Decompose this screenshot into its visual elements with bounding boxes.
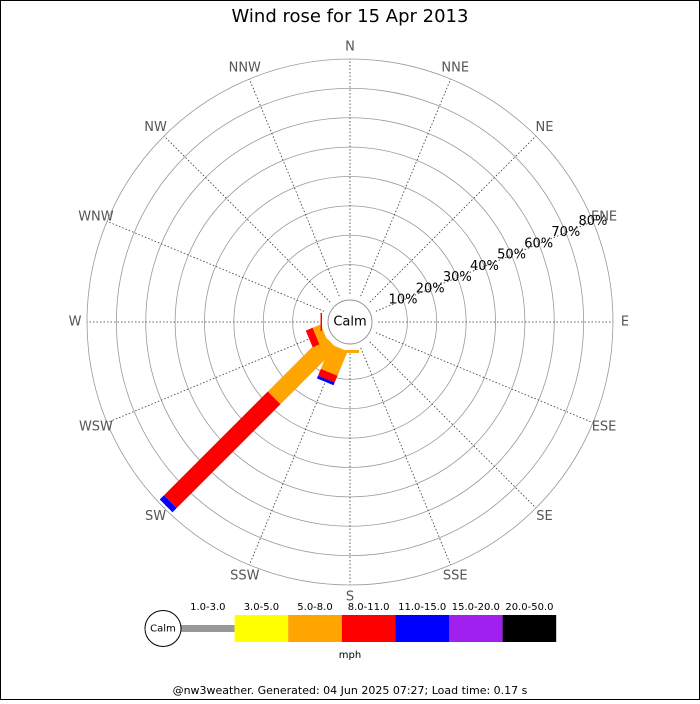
legend-calm — [144, 610, 182, 647]
spoke — [163, 135, 331, 303]
calm-circle — [327, 299, 373, 345]
direction-bars — [320, 313, 322, 331]
legend-label: 8.0-11.0 — [348, 602, 390, 613]
grid-ring — [115, 87, 585, 557]
spoke — [360, 347, 452, 566]
direction-label: ENE — [591, 209, 617, 224]
r-tick-label: 20% — [416, 281, 445, 296]
legend-swatch — [502, 615, 557, 642]
direction-bars — [159, 335, 337, 513]
direction-bars — [305, 324, 328, 348]
legend-label: 20.0-50.0 — [505, 602, 553, 613]
legend-label: 5.0-8.0 — [297, 602, 332, 613]
legend-calm-label: Calm — [150, 624, 176, 635]
legend-swatch — [288, 615, 342, 642]
grid-ring — [174, 146, 526, 498]
calm-label: Calm — [333, 315, 366, 330]
bar-segment — [163, 391, 281, 509]
r-tick-label: 60% — [524, 236, 553, 251]
direction-label: SE — [536, 509, 552, 524]
unit-label: mph — [339, 650, 361, 661]
legend-swatch — [395, 615, 449, 642]
direction-label: W — [69, 315, 82, 330]
grid-ring — [204, 176, 496, 468]
spoke — [375, 220, 594, 312]
spoke — [375, 332, 594, 424]
bar-segment — [305, 327, 320, 348]
bar-segment — [318, 368, 338, 383]
legend-swatch — [234, 615, 289, 642]
spoke — [248, 78, 340, 297]
spoke — [106, 220, 325, 312]
legend-label: 11.0-15.0 — [398, 602, 446, 613]
chart-title: Wind rose for 15 Apr 2013 — [232, 6, 469, 27]
direction-label: WSW — [79, 420, 113, 435]
direction-bars — [316, 344, 348, 386]
direction-label: SSW — [230, 569, 260, 584]
r-tick-label: 10% — [389, 293, 418, 308]
direction-label: SW — [145, 509, 166, 524]
direction-label: NE — [535, 120, 553, 135]
bar-segment — [312, 324, 328, 345]
direction-label: E — [621, 315, 629, 330]
direction-label: S — [346, 590, 354, 605]
r-tick-label: 80% — [579, 214, 608, 229]
direction-label: NW — [144, 120, 167, 135]
direction-label: NNW — [229, 60, 261, 75]
direction-label: ESE — [592, 420, 617, 435]
bar-segment — [341, 350, 359, 353]
direction-label: N — [345, 40, 355, 55]
spoke — [248, 347, 340, 566]
r-tick-label: 30% — [443, 270, 472, 285]
legend-label: 3.0-5.0 — [244, 602, 279, 613]
spoke — [360, 78, 452, 297]
direction-label: SSE — [443, 569, 468, 584]
bar-segment — [267, 335, 337, 405]
r-tick-label: 70% — [551, 225, 580, 240]
footer: @nw3weather. Generated: 04 Jun 2025 07:2… — [173, 684, 528, 697]
bar-segment — [159, 495, 177, 513]
legend-swatch — [449, 615, 503, 642]
spoke — [106, 332, 325, 424]
legend-label: 15.0-20.0 — [452, 602, 500, 613]
bar-segment — [320, 313, 322, 331]
bar-segment — [320, 344, 348, 376]
spoke — [369, 135, 537, 303]
legend-swatch — [341, 615, 396, 642]
direction-label: NNE — [441, 60, 469, 75]
r-tick-label: 50% — [497, 248, 526, 263]
direction-bars — [341, 350, 359, 353]
grid-ring — [262, 234, 438, 410]
r-tick-label: 40% — [470, 259, 499, 274]
legend-label: 1.0-3.0 — [190, 602, 225, 613]
bar-segment — [316, 375, 335, 386]
spoke — [369, 341, 537, 509]
direction-label: WNW — [78, 209, 114, 224]
